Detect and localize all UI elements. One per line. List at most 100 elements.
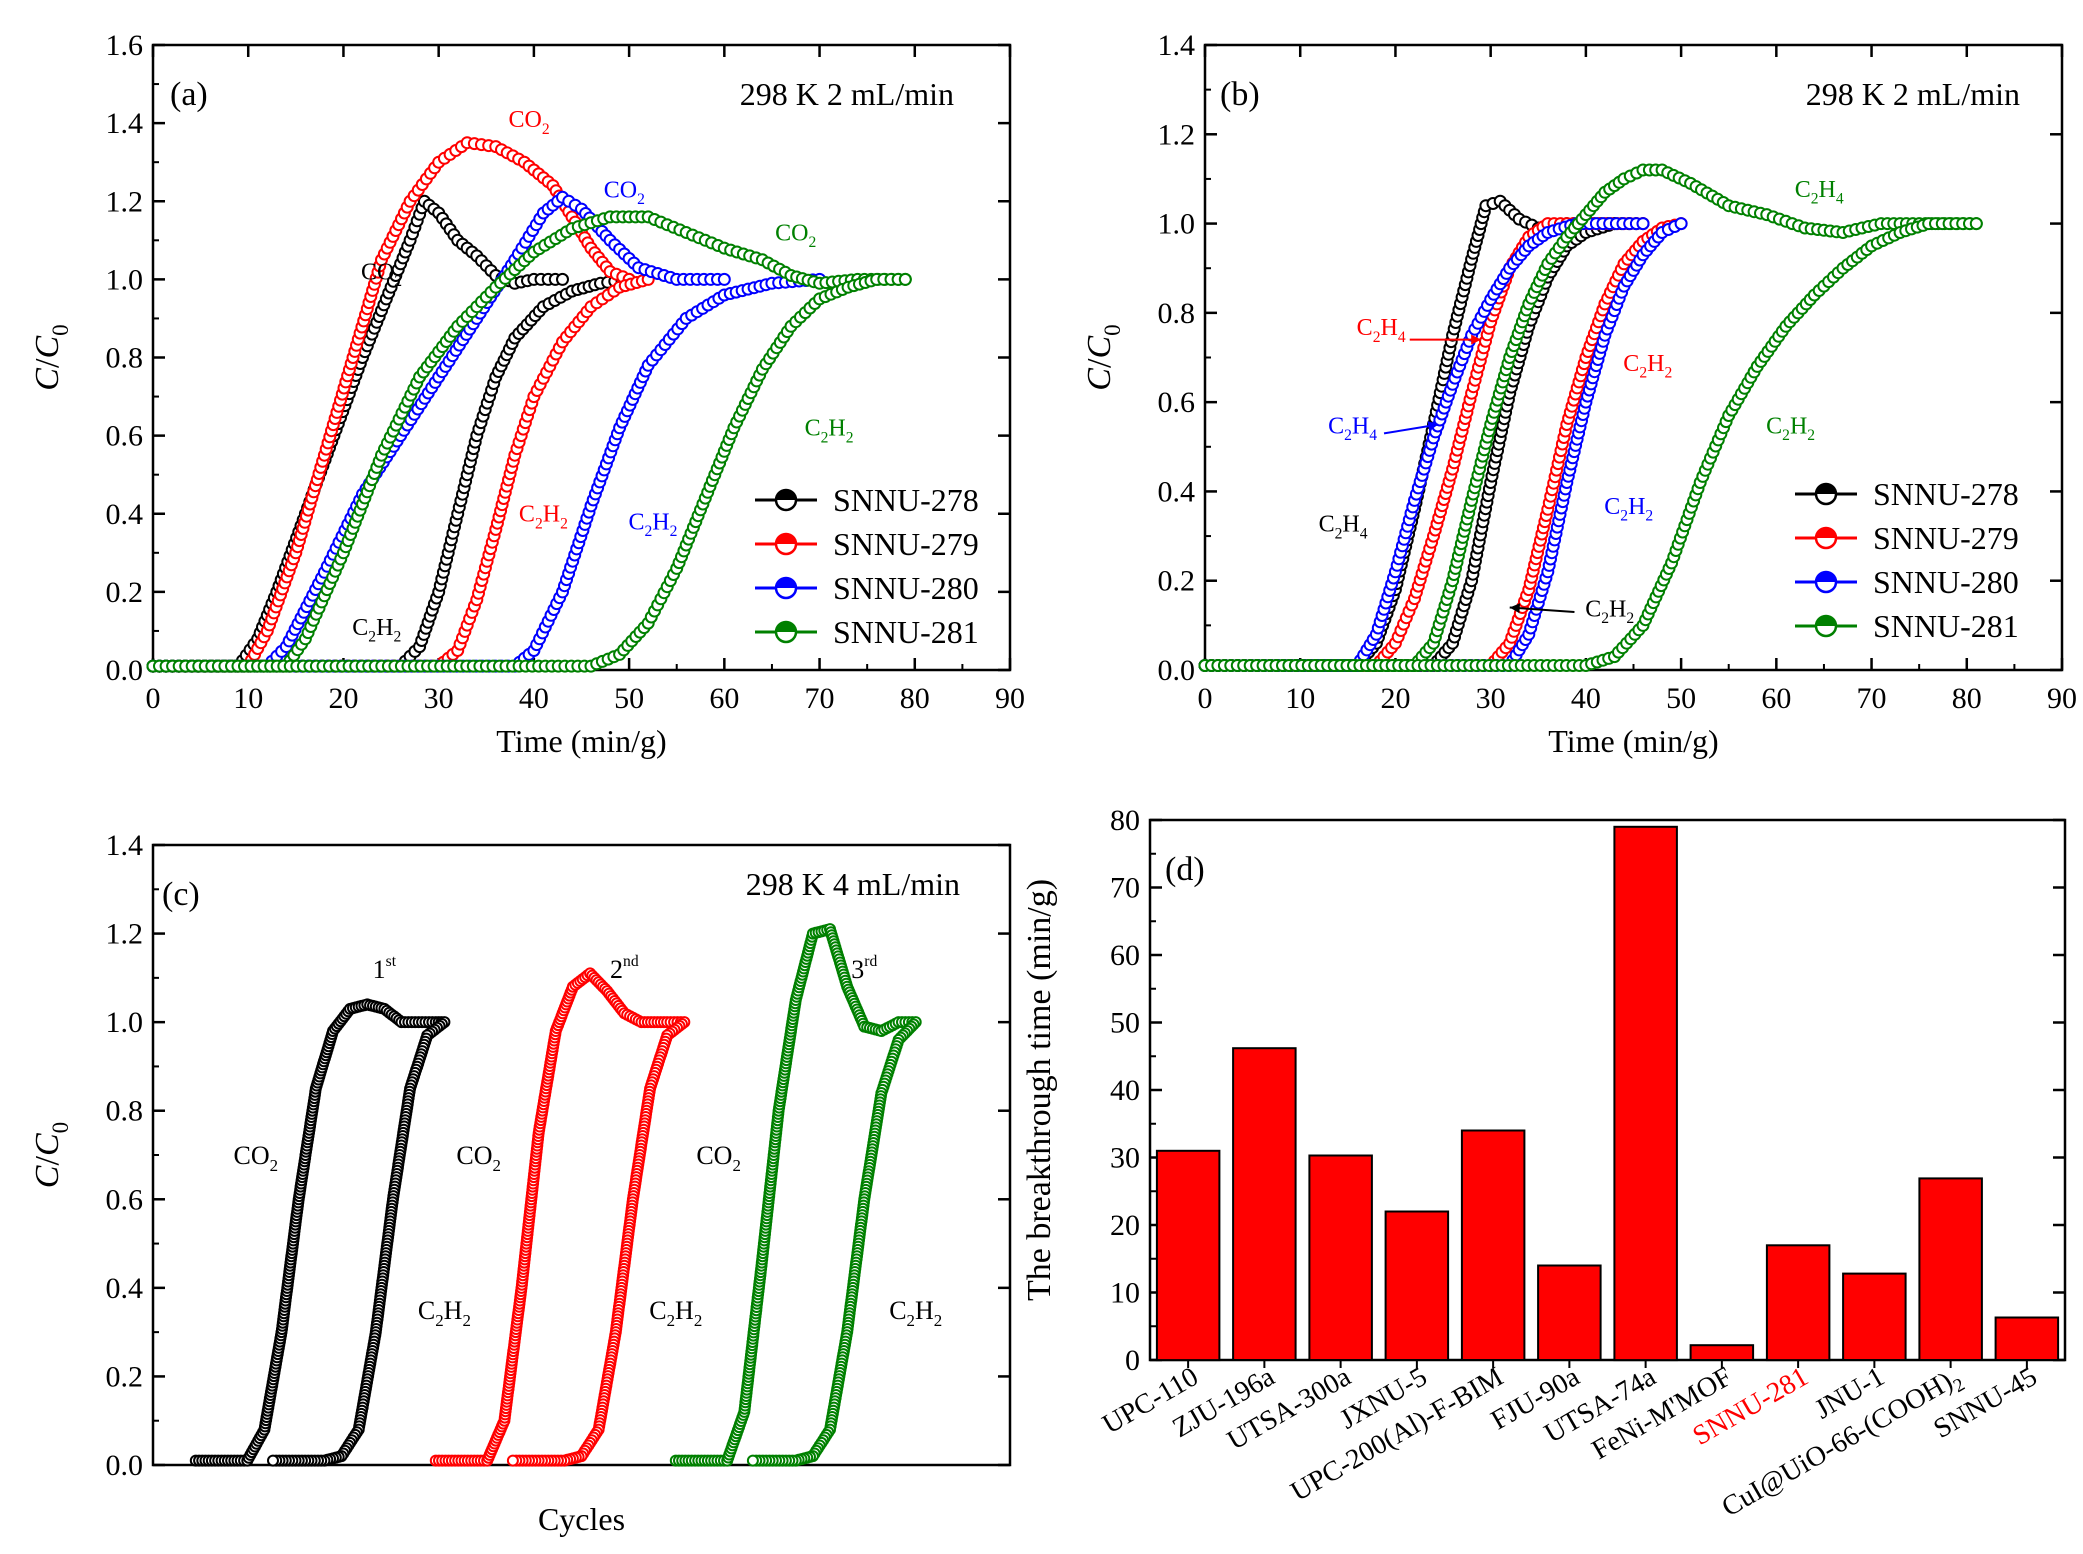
bar [1384,1210,1450,1361]
series-3rd [669,923,922,1467]
series-line [1205,169,1977,667]
y-tick-label: 1.4 [106,829,144,862]
y-tick-label: 0.4 [106,498,144,531]
y-tick-label: 0.8 [106,1095,144,1128]
x-tick-label: 20 [1380,682,1410,715]
x-tick-label: 30 [424,682,454,715]
y-tick-label: 40 [1110,1074,1140,1107]
series-line [153,278,649,668]
x-tick-label: 0 [1198,682,1213,715]
bar [1232,1047,1297,1361]
legend-label: SNNU-281 [1873,608,2019,644]
y-tick-label: 1.0 [106,1006,144,1039]
legend-marker-fill [776,534,796,544]
panel-label: (d) [1165,851,1205,888]
condition-label: 298 K 4 mL/min [746,866,960,902]
panel-label: (c) [162,876,200,913]
condition-label: 298 K 2 mL/min [1806,76,2020,112]
data-point [267,1454,279,1467]
y-tick-label: 70 [1110,872,1140,905]
bar [1460,1129,1526,1361]
y-tick-label: 0.2 [106,576,144,609]
data-point [1674,217,1688,231]
series-2nd [429,967,691,1467]
panel-label: (a) [170,76,208,113]
y-tick-label: 0.6 [106,1183,144,1216]
plot-frame [151,843,1012,1467]
y-tick-label: 80 [1110,804,1140,837]
y-tick-label: 1.2 [106,185,144,218]
y-tick-label: 1.4 [1158,29,1196,62]
annotation: CO2 [456,1141,501,1175]
annotation: 1st [373,953,397,984]
annotation: C2H2 [519,502,568,533]
annotation: C2H2 [649,1296,702,1330]
y-tick-label: 1.6 [106,29,144,62]
y-tick-label: 0.6 [1158,386,1196,419]
x-tick-label: 90 [995,682,1025,715]
x-tick-label: 80 [1952,682,1982,715]
data-point [556,272,569,286]
panel-c: 0.0 0.2 0.4 0.6 0.8 1.0 1.2 1.4 Cycles C/C0 (c) 298… [29,829,1012,1537]
x-tick-label: 10 [233,682,263,715]
annotation: CO2 [361,259,402,290]
series-line [435,972,688,1462]
y-tick-label: 0.8 [106,342,144,375]
legend-label: SNNU-279 [833,526,979,562]
annotation: C2H2 [1766,413,1815,444]
legend-label: SNNU-278 [1873,476,2019,512]
bar [1842,1272,1907,1361]
panel-label: (b) [1220,76,1260,113]
series-snnu-280-c2h2 [146,272,827,673]
x-tick-label: 60 [1761,682,1791,715]
annotation: 2nd [610,953,639,984]
annotation: C2H4 [1328,413,1377,444]
condition-label: 298 K 2 mL/min [740,76,954,112]
x-tick-label: 50 [1666,682,1696,715]
annotation: CO2 [696,1141,741,1175]
legend-marker-fill [776,578,796,588]
y-tick-label: 1.4 [106,107,144,140]
annotation: C2H4 [1319,512,1368,543]
y-axis-label: C/C0 [29,1122,74,1188]
legend-marker-fill [776,490,796,500]
annotation: C2H2 [805,416,854,447]
series-snnu-279-c2h2 [146,272,655,673]
x-tick-label: 40 [519,682,549,715]
annotation: C2H2 [1623,351,1672,382]
y-tick-label: 0.0 [106,654,144,687]
data-point [1969,217,1983,231]
annotation: CO2 [509,107,550,138]
annotation: CO2 [604,177,645,208]
bar [1308,1154,1373,1361]
legend-label: SNNU-280 [833,570,979,606]
data-point [746,1454,759,1467]
y-tick-label: 1.2 [1158,118,1196,151]
y-tick-label: 10 [1110,1277,1140,1310]
x-tick-label: 60 [709,682,739,715]
x-tick-label: 30 [1476,682,1506,715]
y-axis-label: C/C0 [29,324,74,390]
series-snnu-281-c2h2 [146,272,912,673]
annotation: C2H2 [352,615,401,646]
y-tick-label: 0.0 [1158,654,1196,687]
annotation: C2H2 [1604,494,1653,525]
annotation: 3rd [851,953,877,984]
legend-label: SNNU-281 [833,614,979,650]
series-1st [189,998,451,1467]
y-tick-label: 1.2 [106,918,144,951]
x-tick-label: 40 [1571,682,1601,715]
y-axis-label: C/C0 [1081,324,1126,390]
annotation: CO2 [234,1141,279,1175]
x-tick-label: 0 [146,682,161,715]
data-point [1636,217,1650,231]
annotation: C2H4 [1357,315,1406,346]
data-point [506,1454,519,1467]
annotation: C2H2 [628,509,677,540]
y-tick-label: 1.0 [106,263,144,296]
panel-a: 0.0 0.2 0.4 0.6 0.8 1.0 1.2 1.4 1.6 0 10 20 30 40 50 60… [29,29,1025,759]
x-tick-label: 20 [328,682,358,715]
x-tick-label: 50 [614,682,644,715]
legend-marker-fill [776,622,796,632]
